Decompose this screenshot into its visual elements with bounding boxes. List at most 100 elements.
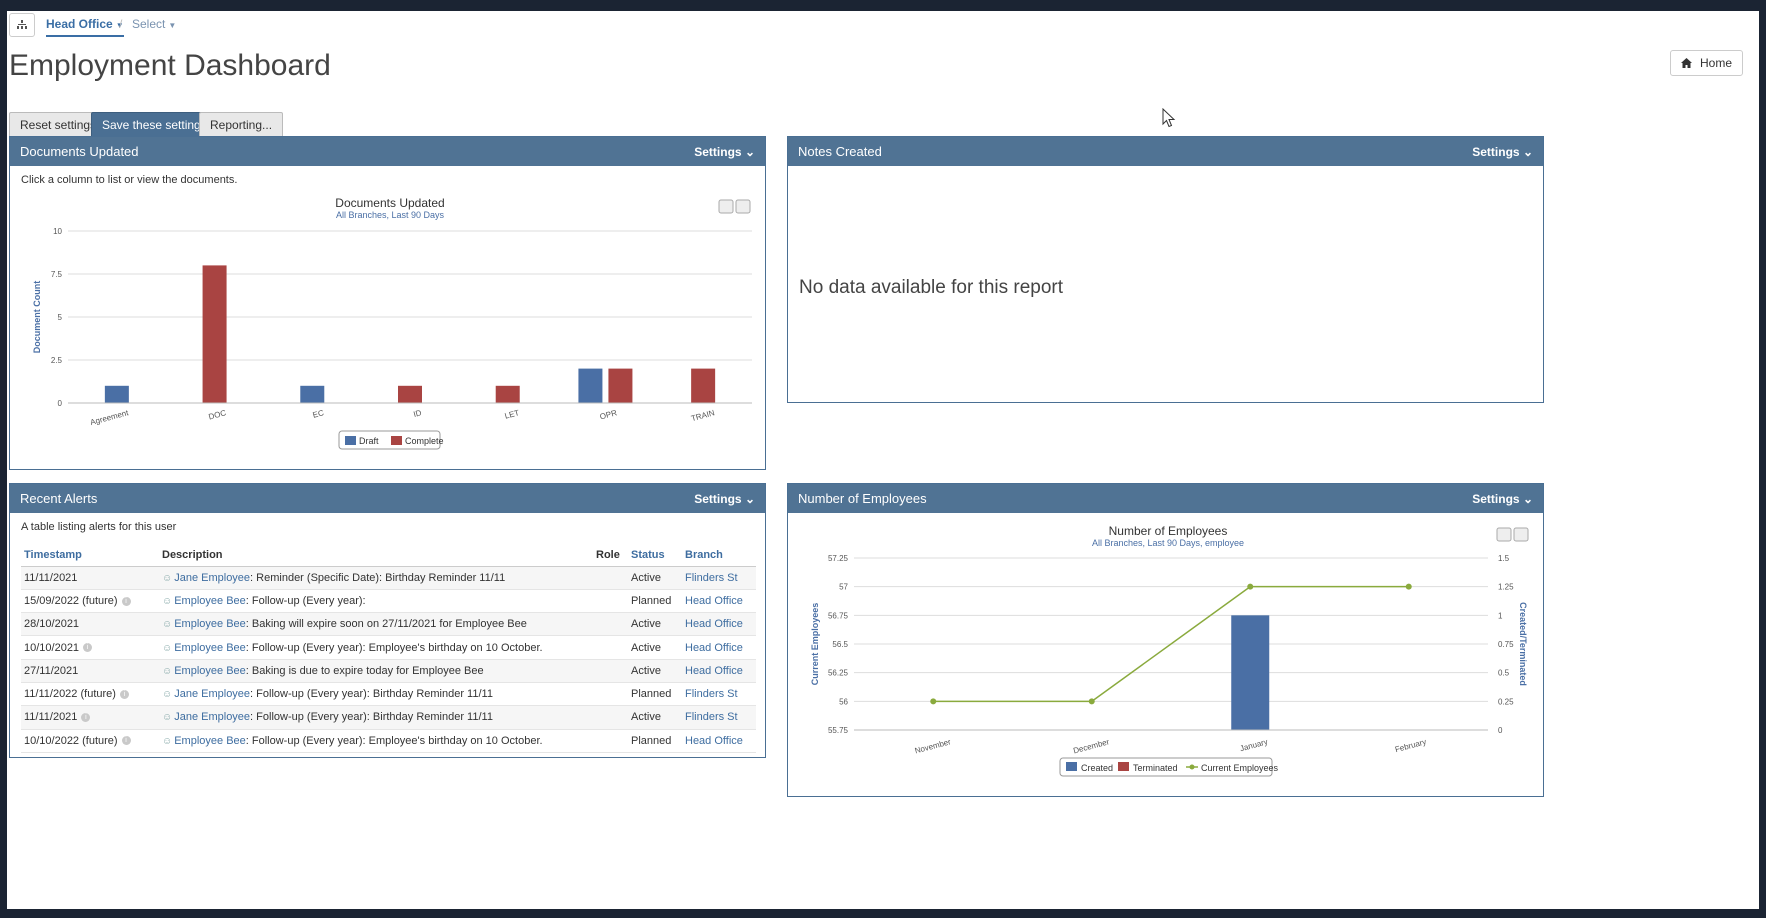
user-icon: ☺ xyxy=(162,595,173,607)
reporting-button[interactable]: Reporting... xyxy=(199,112,284,138)
info-icon[interactable]: i xyxy=(119,689,129,699)
panel-header: Number of Employees Settings ⌄ xyxy=(788,484,1543,513)
employee-link[interactable]: Jane Employee xyxy=(174,688,251,701)
print-icon[interactable] xyxy=(718,199,734,214)
breadcrumb-select[interactable]: Select ▼ xyxy=(132,17,176,31)
column-header-branch[interactable]: Branch xyxy=(682,544,756,567)
legend-item-current-employees[interactable]: Current Employees xyxy=(1201,763,1279,773)
alerts-table: Timestamp Description Role Status Branch… xyxy=(21,544,756,753)
timestamp-text: 27/11/2021 xyxy=(24,664,79,677)
table-row[interactable]: 28/10/2021 ☺ Employee Bee: Baking will exp… xyxy=(21,612,756,637)
timestamp-cell: 28/10/2021 xyxy=(21,612,159,637)
no-data-message: No data available for this report xyxy=(799,277,1064,298)
bar-draft-ec[interactable] xyxy=(300,385,325,403)
mouse-cursor-icon xyxy=(1162,108,1176,128)
settings-dropdown[interactable]: Settings ⌄ xyxy=(694,492,755,506)
point-current-employees-february[interactable] xyxy=(1405,583,1412,590)
sitemap-icon xyxy=(17,20,27,29)
y-right-tick-label: 0 xyxy=(1498,726,1503,735)
info-icon[interactable]: i xyxy=(121,596,131,606)
column-header-status[interactable]: Status xyxy=(628,544,682,567)
status-cell: Planned xyxy=(628,589,682,614)
table-row[interactable]: 10/10/2021 i ☺ Employee Bee: Follow-up (Eve… xyxy=(21,635,756,660)
bar-complete-train[interactable] xyxy=(691,368,716,403)
bar-draft-agreement[interactable] xyxy=(104,385,129,403)
chevron-down-icon: ⌄ xyxy=(744,491,755,506)
employee-link[interactable]: Employee Bee xyxy=(174,734,246,747)
bar-draft-opr[interactable] xyxy=(578,368,603,403)
table-row[interactable]: 11/11/2022 (future) i ☺ Jane Employee: Foll… xyxy=(21,682,756,707)
y-right-tick-label: 1.25 xyxy=(1498,583,1514,592)
branch-link[interactable]: Head Office xyxy=(682,589,756,614)
bar-complete-opr[interactable] xyxy=(608,368,633,403)
point-current-employees-december[interactable] xyxy=(1088,698,1095,705)
branch-link[interactable]: Head Office xyxy=(682,635,756,660)
timestamp-text: 11/11/2021 xyxy=(24,711,78,724)
download-icon[interactable] xyxy=(1513,527,1529,542)
chevron-down-icon: ⌄ xyxy=(1522,144,1533,159)
employee-link[interactable]: Employee Bee xyxy=(174,641,246,654)
org-chart-button[interactable] xyxy=(9,13,35,37)
table-row[interactable]: 11/11/2021 ☺ Jane Employee: Reminder (Spec… xyxy=(21,566,756,590)
download-icon[interactable] xyxy=(735,199,751,214)
branch-link[interactable]: Flinders St xyxy=(682,566,756,590)
x-tick-label: January xyxy=(1239,737,1269,753)
branch-link[interactable]: Flinders St xyxy=(682,705,756,730)
bar-complete-let[interactable] xyxy=(495,385,520,403)
employee-link[interactable]: Employee Bee xyxy=(174,594,246,607)
panel-header: Documents Updated Settings ⌄ xyxy=(10,137,765,166)
chevron-down-icon: ⌄ xyxy=(1522,491,1533,506)
description-text: : Follow-up (Every year): Employee's bir… xyxy=(245,734,543,747)
bar-complete-id[interactable] xyxy=(398,385,422,403)
bar-created-january[interactable] xyxy=(1231,615,1270,730)
chevron-down-icon: ⌄ xyxy=(744,144,755,159)
legend-item-complete[interactable]: Complete xyxy=(405,436,444,446)
table-row[interactable]: 10/10/2022 (future) i ☺ Employee Bee: Follo… xyxy=(21,729,756,753)
reset-settings-button[interactable]: Reset settings xyxy=(9,112,108,138)
table-row[interactable]: 15/09/2022 (future) i ☺ Employee Bee: Follo… xyxy=(21,589,756,614)
branch-link[interactable]: Head Office xyxy=(682,659,756,683)
bar-complete-doc[interactable] xyxy=(202,265,227,403)
description-text: : Follow-up (Every year): Birthday Remin… xyxy=(250,688,493,701)
y-right-tick-label: 0.5 xyxy=(1498,669,1510,678)
timestamp-text: 10/10/2021 xyxy=(24,641,80,654)
employee-link[interactable]: Employee Bee xyxy=(174,618,246,631)
point-current-employees-january[interactable] xyxy=(1247,583,1254,590)
info-icon[interactable]: i xyxy=(81,713,91,723)
settings-dropdown[interactable]: Settings ⌄ xyxy=(1472,492,1533,506)
info-icon[interactable]: i xyxy=(83,643,93,653)
branch-link[interactable]: Head Office xyxy=(682,729,756,753)
employee-link[interactable]: Jane Employee xyxy=(174,711,251,724)
home-button[interactable]: Home xyxy=(1669,50,1743,76)
panel-title: Notes Created xyxy=(798,144,882,159)
branch-link[interactable]: Head Office xyxy=(682,612,756,637)
chart-legend: Created Terminated Current Employees xyxy=(1059,757,1279,777)
status-cell: Active xyxy=(628,612,682,637)
legend-item-draft[interactable]: Draft xyxy=(359,436,379,446)
employee-link[interactable]: Jane Employee xyxy=(174,571,251,584)
y-right-tick-label: 1.5 xyxy=(1498,554,1510,563)
legend-item-created[interactable]: Created xyxy=(1081,763,1113,773)
y-left-tick-label: 57.25 xyxy=(828,554,849,563)
point-current-employees-november[interactable] xyxy=(930,698,937,705)
legend-box xyxy=(338,430,441,450)
breadcrumb-head-office[interactable]: Head Office ▼ xyxy=(46,17,124,37)
status-cell: Active xyxy=(628,635,682,660)
y-right-tick-label: 1 xyxy=(1498,611,1503,620)
table-row[interactable]: 27/11/2021 ☺ Employee Bee: Baking is due t… xyxy=(21,659,756,683)
status-cell: Active xyxy=(628,566,682,590)
role-cell xyxy=(593,612,628,637)
settings-dropdown[interactable]: Settings ⌄ xyxy=(1472,145,1533,159)
print-icon[interactable] xyxy=(1496,527,1512,542)
description-cell: ☺ Employee Bee: Follow-up (Every year): E… xyxy=(159,729,593,753)
y-left-tick-label: 56.25 xyxy=(828,669,849,678)
info-icon[interactable]: i xyxy=(121,736,131,746)
status-cell: Planned xyxy=(628,729,682,753)
branch-link[interactable]: Flinders St xyxy=(682,682,756,707)
table-row[interactable]: 11/11/2021 i ☺ Jane Employee: Follow-up (Ev… xyxy=(21,705,756,730)
legend-item-terminated[interactable]: Terminated xyxy=(1133,763,1178,773)
settings-dropdown[interactable]: Settings ⌄ xyxy=(694,145,755,159)
column-header-timestamp[interactable]: Timestamp xyxy=(21,544,159,567)
user-icon: ☺ xyxy=(162,642,173,654)
employee-link[interactable]: Employee Bee xyxy=(174,664,246,677)
